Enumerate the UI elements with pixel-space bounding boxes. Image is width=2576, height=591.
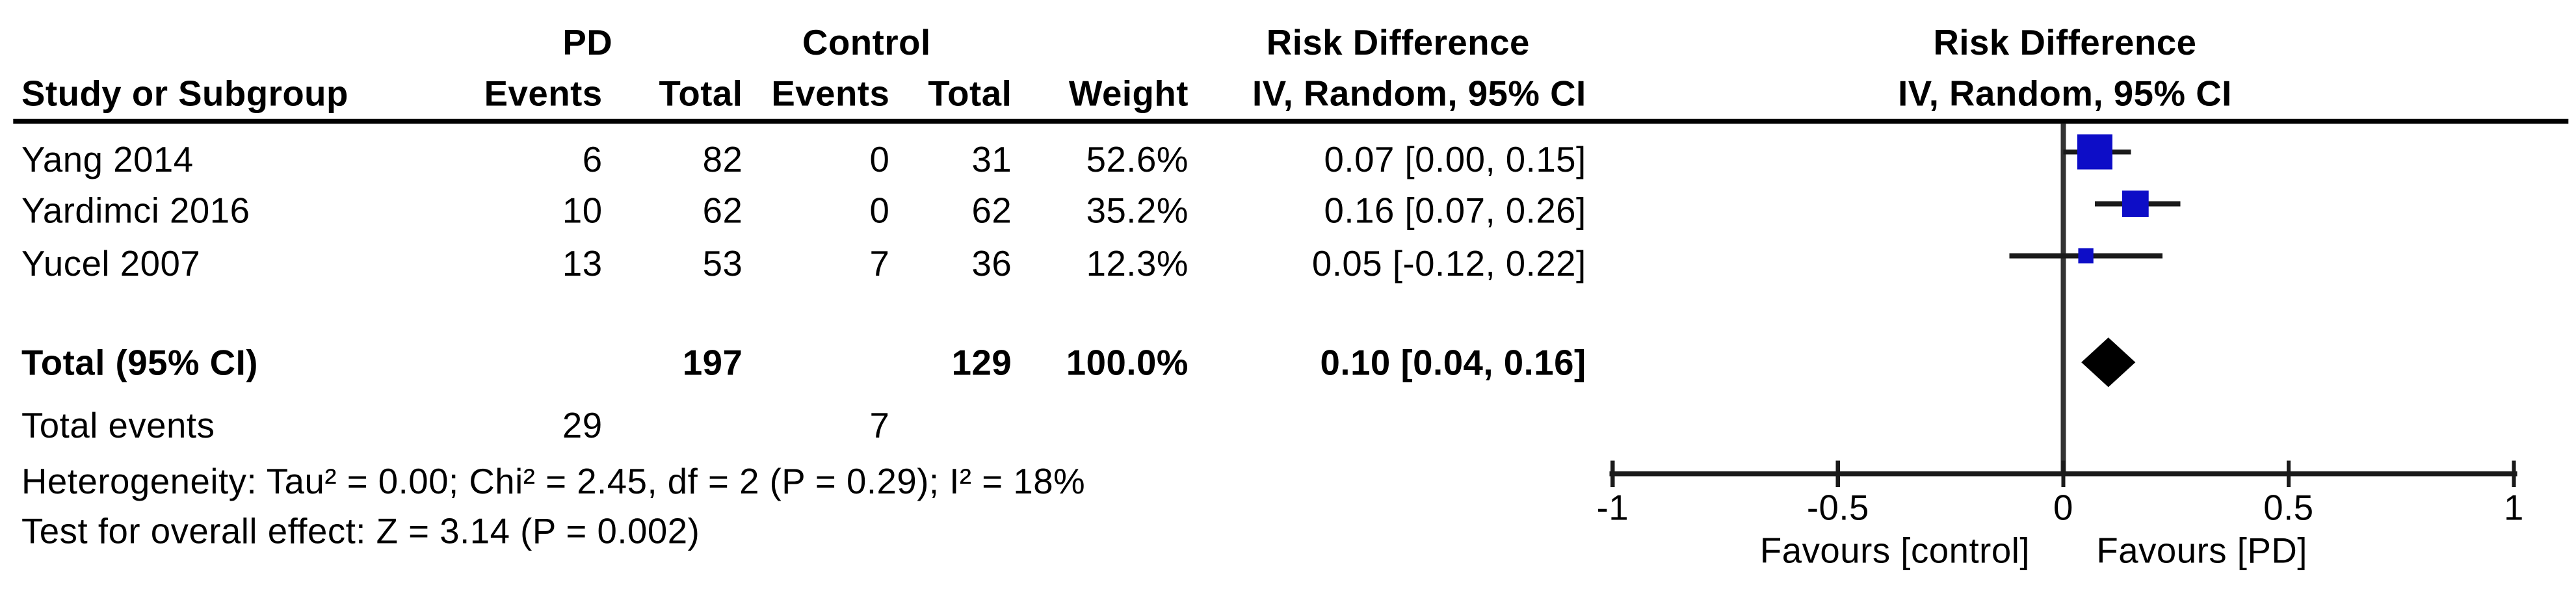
axis-tick-label: -0.5 bbox=[1806, 488, 1869, 529]
events-control-cell: 0 bbox=[869, 139, 890, 179]
total-row-total-pd: 197 bbox=[682, 342, 743, 382]
total-pd-cell: 82 bbox=[702, 139, 743, 179]
events-control-cell: 7 bbox=[869, 243, 890, 283]
axis-right-label: Favours [PD] bbox=[2096, 531, 2307, 571]
events-pd-cell: 10 bbox=[562, 191, 603, 231]
column-header-ci: IV, Random, 95% CI bbox=[1252, 74, 1586, 114]
effect-header-line1: Risk Difference bbox=[1266, 23, 1530, 63]
total-events-control: 7 bbox=[869, 406, 890, 446]
summary-diamond bbox=[2081, 337, 2136, 387]
axis-left-label: Favours [control] bbox=[1759, 531, 2031, 571]
total-control-cell: 62 bbox=[971, 191, 1012, 231]
overall-effect-text: Test for overall effect: Z = 3.14 (P = 0… bbox=[21, 512, 700, 551]
total-row-ci: 0.10 [0.04, 0.16] bbox=[1320, 342, 1586, 382]
total-row-weight: 100.0% bbox=[1066, 342, 1189, 382]
ci-text-cell: 0.05 [-0.12, 0.22] bbox=[1311, 243, 1586, 283]
column-header-total-control: Total bbox=[928, 74, 1012, 114]
effect-square bbox=[2078, 248, 2094, 264]
axis-tick-label: 1 bbox=[2504, 488, 2524, 529]
total-events-label: Total events bbox=[21, 406, 215, 446]
effect-square bbox=[2122, 190, 2149, 217]
study-name: Yucel 2007 bbox=[21, 243, 201, 283]
effect-square bbox=[2077, 134, 2112, 170]
column-header-total-pd: Total bbox=[659, 74, 743, 114]
column-header-events-pd: Events bbox=[484, 74, 603, 114]
total-control-cell: 36 bbox=[971, 243, 1012, 283]
axis-tick-label: 0.5 bbox=[2263, 488, 2314, 529]
plot-header-line2: IV, Random, 95% CI bbox=[1898, 74, 2232, 114]
study-name: Yardimci 2016 bbox=[21, 191, 250, 231]
header-separator bbox=[13, 118, 2569, 124]
weight-cell: 52.6% bbox=[1086, 139, 1189, 179]
group2-header: Control bbox=[802, 23, 931, 63]
events-control-cell: 0 bbox=[869, 191, 890, 231]
group1-header: PD bbox=[562, 23, 613, 63]
column-header-events-control: Events bbox=[771, 74, 890, 114]
total-pd-cell: 62 bbox=[702, 191, 743, 231]
axis-tick-label: -1 bbox=[1596, 488, 1629, 529]
weight-cell: 12.3% bbox=[1086, 243, 1189, 283]
heterogeneity-text: Heterogeneity: Tau² = 0.00; Chi² = 2.45,… bbox=[21, 462, 1086, 502]
total-row-label: Total (95% CI) bbox=[21, 342, 258, 382]
weight-cell: 35.2% bbox=[1086, 191, 1189, 231]
ci-text-cell: 0.16 [0.07, 0.26] bbox=[1324, 191, 1586, 231]
plot-header-line1: Risk Difference bbox=[1933, 23, 2197, 63]
column-header-study: Study or Subgroup bbox=[21, 74, 348, 114]
events-pd-cell: 6 bbox=[582, 139, 603, 179]
column-header-weight: Weight bbox=[1068, 74, 1189, 114]
study-name: Yang 2014 bbox=[21, 139, 194, 179]
total-row-total-control: 129 bbox=[951, 342, 1012, 382]
total-events-pd: 29 bbox=[562, 406, 603, 446]
events-pd-cell: 13 bbox=[562, 243, 603, 283]
ci-text-cell: 0.07 [0.00, 0.15] bbox=[1324, 139, 1586, 179]
total-control-cell: 31 bbox=[971, 139, 1012, 179]
axis-tick-label: 0 bbox=[2053, 488, 2073, 529]
total-pd-cell: 53 bbox=[702, 243, 743, 283]
